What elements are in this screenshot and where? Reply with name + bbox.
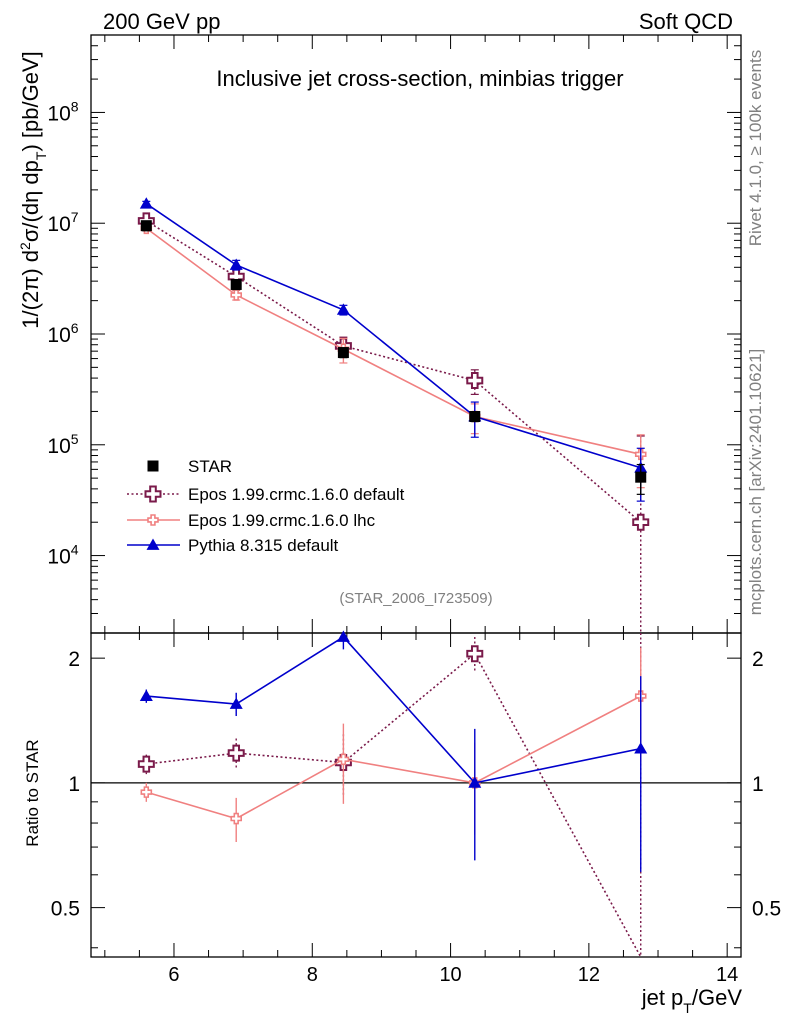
ratio-point xyxy=(634,742,648,754)
data-point xyxy=(336,303,350,315)
header-left: 200 GeV pp xyxy=(103,9,220,34)
x-tick-label: 6 xyxy=(168,964,179,986)
data-point xyxy=(635,471,647,483)
ratio-tick-label-left: 0.5 xyxy=(51,898,80,921)
legend-item: Epos 1.99.crmc.1.6.0 default xyxy=(127,485,405,504)
x-axis-label-sub: T xyxy=(683,1000,692,1016)
data-point xyxy=(230,289,243,301)
ratio-point xyxy=(230,812,243,825)
legend-item: STAR xyxy=(147,457,232,476)
x-tick-label: 14 xyxy=(716,964,738,986)
ratio-point xyxy=(336,630,350,642)
x-axis-label: jet pT/GeV xyxy=(641,985,743,1016)
legend-marker xyxy=(146,538,160,550)
ratio-line xyxy=(146,695,642,820)
ratio-tick-label-right: 2 xyxy=(752,648,764,671)
analysis-id: (STAR_2006_I723509) xyxy=(339,590,492,607)
data-point xyxy=(469,411,481,423)
ratio-plot-frame xyxy=(90,632,742,958)
data-point xyxy=(632,513,650,531)
x-tick-label: 12 xyxy=(578,964,600,986)
data-point xyxy=(337,347,349,359)
data-point xyxy=(466,372,484,390)
legend-marker xyxy=(144,485,162,503)
data-point xyxy=(139,197,153,209)
legend-label: Epos 1.99.crmc.1.6.0 lhc xyxy=(188,511,376,530)
y-tick-label: 106 xyxy=(47,320,78,347)
series-pythia-8-315-default xyxy=(139,197,648,872)
data-point xyxy=(230,278,242,290)
rivet-label: Rivet 4.1.0, ≥ 100k events xyxy=(746,50,765,246)
ratio-tick-label-left: 1 xyxy=(68,773,80,796)
legend-label: STAR xyxy=(188,457,232,476)
ratio-tick-label-right: 0.5 xyxy=(752,898,781,921)
x-axis-label-main: jet p xyxy=(641,985,684,1010)
ratio-tick-label-right: 1 xyxy=(752,773,764,796)
series-line xyxy=(145,227,641,456)
y-tick-label: 108 xyxy=(47,98,78,125)
data-point xyxy=(229,258,243,270)
y-axis-label: 1/(2π) d2σ/(dη dpT) [pb/GeV] xyxy=(17,51,49,328)
legend-marker xyxy=(147,460,159,472)
data-point xyxy=(140,220,152,232)
legend-label: Epos 1.99.crmc.1.6.0 default xyxy=(188,485,405,504)
ratio-tick-label-left: 2 xyxy=(68,648,80,671)
ratio-point xyxy=(466,645,484,663)
ratio-point xyxy=(468,776,482,788)
x-tick-label: 8 xyxy=(307,964,318,986)
ratio-point xyxy=(139,689,153,701)
mcplots-label: mcplots.cern.ch [arXiv:2401.10621] xyxy=(746,349,765,615)
header-right: Soft QCD xyxy=(639,9,733,34)
ratio-line xyxy=(146,635,641,784)
ratio-y-axis-label: Ratio to STAR xyxy=(23,739,42,846)
legend-label: Pythia 8.315 default xyxy=(188,536,339,555)
y-tick-label: 105 xyxy=(47,431,78,458)
ratio-point xyxy=(140,786,153,798)
legend-marker xyxy=(147,514,159,526)
series-layer xyxy=(137,197,650,958)
series-star xyxy=(140,220,647,495)
ratio-point xyxy=(229,697,243,709)
y-tick-label: 104 xyxy=(47,542,78,569)
legend-item: Pythia 8.315 default xyxy=(127,536,339,555)
legend: STAR Epos 1.99.crmc.1.6.0 default Epos 1.9… xyxy=(127,457,405,555)
ratio-line xyxy=(146,652,642,958)
legend-item: Epos 1.99.crmc.1.6.0 lhc xyxy=(127,511,376,530)
chart-title: Inclusive jet cross-section, minbias tri… xyxy=(216,66,623,91)
ratio-point xyxy=(337,753,350,766)
ratio-point xyxy=(137,755,155,773)
series-line xyxy=(145,203,641,469)
x-axis-label-tail: /GeV xyxy=(692,985,742,1010)
series-epos-1-99-crmc-1-6-0-lhc xyxy=(140,222,647,842)
series-epos-1-99-crmc-1-6-0-default xyxy=(137,212,650,958)
x-tick-label: 10 xyxy=(439,964,461,986)
ratio-point xyxy=(227,744,245,762)
y-tick-label: 107 xyxy=(47,209,78,236)
series-line xyxy=(145,220,642,523)
